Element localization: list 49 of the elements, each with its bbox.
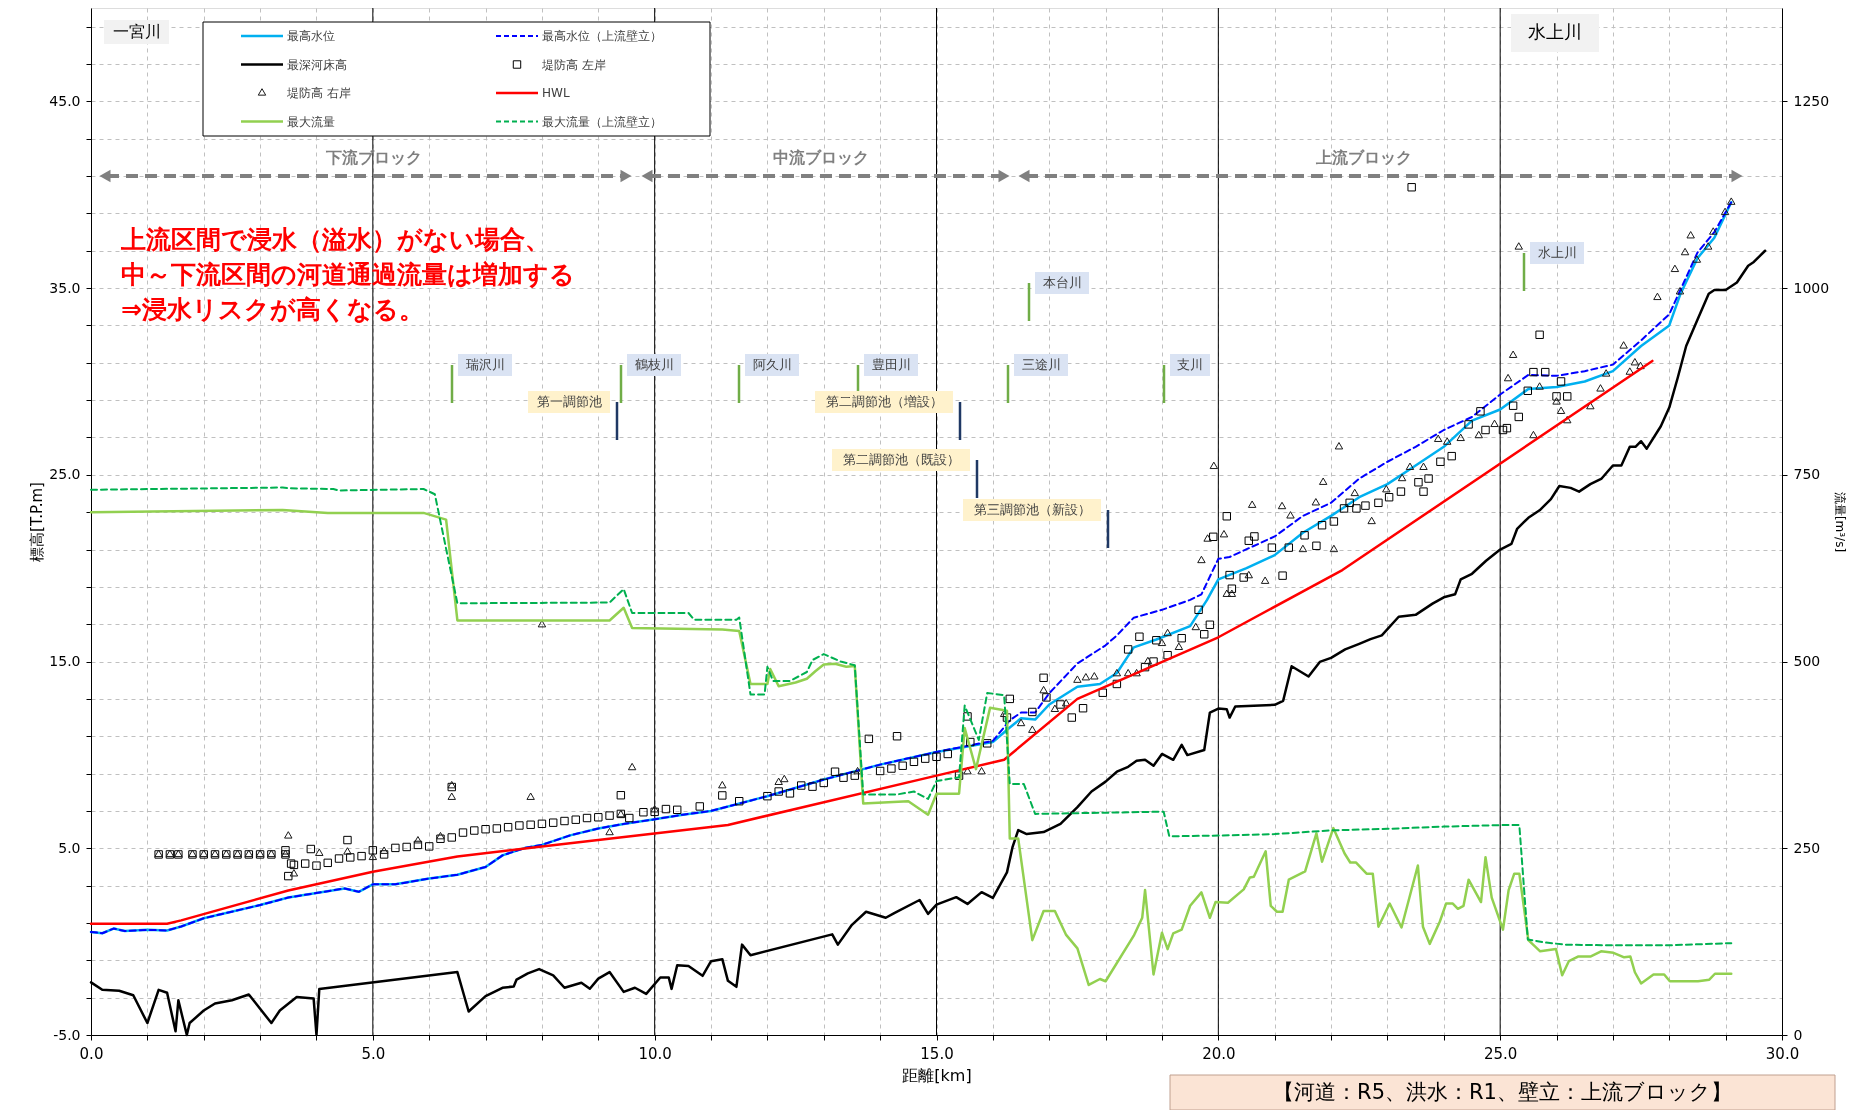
annotation: 支川 [1177, 357, 1203, 372]
legend-label: 最高水位（上流壁立） [542, 29, 662, 43]
annotation: 瑞沢川 [465, 357, 505, 372]
annotation: 第二調節池（既設） [842, 452, 960, 467]
annotation: 第三調節池（新設） [973, 502, 1091, 517]
y-axis-title: 標高[T.P.m] [28, 482, 47, 562]
y2-tick-label: 0 [1793, 1026, 1803, 1043]
annotation: 水上川 [1528, 21, 1582, 42]
y-tick-label: 25.0 [49, 466, 81, 483]
annotation: 上流ブロック [1315, 148, 1412, 167]
x-tick-label: 20.0 [1202, 1044, 1236, 1063]
y2-tick-label: 1000 [1793, 279, 1830, 296]
y-tick-label: 35.0 [49, 279, 81, 296]
y2-tick-label: 750 [1793, 466, 1821, 483]
annotation: 鶴枝川 [634, 357, 674, 372]
annotation: 中流ブロック [773, 148, 869, 167]
x-tick-label: 25.0 [1483, 1044, 1518, 1063]
legend-label: 堤防高 右岸 [286, 86, 351, 100]
y2-tick-label: 1250 [1793, 92, 1830, 109]
x-tick-label: 10.0 [638, 1044, 672, 1063]
annotation: 本台川 [1042, 275, 1082, 290]
y-tick-label: 45.0 [49, 92, 81, 109]
legend-label: 最大流量 [287, 114, 335, 129]
annotation: 水上川 [1537, 245, 1577, 260]
y-tick-label: -5.0 [53, 1026, 81, 1043]
legend-label: 最深河床高 [287, 57, 347, 72]
legend-label: 最高水位 [287, 29, 335, 43]
annotation: 阿久川 [752, 357, 792, 372]
text: 【河道：R5、洪水：R1、壁立：上流ブロック】 [1273, 1079, 1732, 1104]
y-tick-label: 5.0 [58, 839, 81, 856]
legend-label: 最大流量（上流壁立） [542, 114, 662, 129]
annotation: 一宮川 [112, 22, 161, 41]
y2-tick-label: 500 [1793, 653, 1821, 670]
annotation: 豊田川 [871, 357, 911, 372]
x-tick-label: 15.0 [920, 1044, 954, 1063]
annotation: 三途川 [1021, 357, 1061, 372]
y2-tick-label: 250 [1793, 839, 1821, 856]
x-tick-label: 30.0 [1765, 1044, 1800, 1063]
legend-label: 堤防高 左岸 [541, 57, 606, 72]
x-tick-label: 5.0 [361, 1044, 386, 1063]
annotation: 第一調節池 [536, 394, 602, 409]
x-tick-label: 0.0 [79, 1044, 104, 1063]
y2-axis-title: 流量[m³/s] [1833, 491, 1848, 553]
x-axis-title: 距離[km] [902, 1065, 972, 1085]
y-tick-label: 15.0 [49, 653, 81, 670]
annotation: 第二調節池（増設） [825, 394, 943, 409]
legend-label: HWL [542, 86, 570, 100]
annotation: ⇒浸水リスクが高くなる。 [121, 295, 424, 324]
line-series [89, 359, 1654, 925]
